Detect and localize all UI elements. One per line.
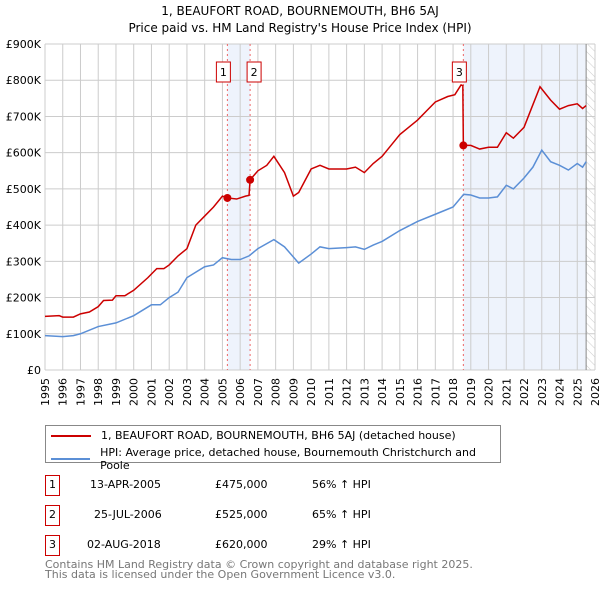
x-tick-label: 2008 (270, 378, 283, 406)
footer-line-2: This data is licensed under the Open Gov… (45, 568, 396, 581)
x-tick-label: 2002 (163, 378, 176, 406)
sale-number: 1 (45, 475, 60, 496)
y-tick-label: £200K (6, 292, 42, 305)
x-tick-label: 2010 (305, 378, 318, 406)
x-tick-label: 2013 (358, 378, 371, 406)
x-tick-label: 2018 (447, 378, 460, 406)
sale-label-box (246, 61, 262, 83)
sale-hpi: 29% ↑ HPI (312, 538, 371, 551)
table-row: 1 13-APR-2005 £475,000 56% ↑ HPI (45, 475, 445, 496)
x-tick-label: 2012 (341, 378, 354, 406)
sale-date: 25-JUL-2006 (94, 508, 162, 521)
price-chart: 1, BEAUFORT ROAD, BOURNEMOUTH, BH6 5AJ P… (6, 4, 600, 406)
chart-subtitle: Price paid vs. HM Land Registry's House … (128, 21, 471, 35)
sale-label: 1 (220, 66, 227, 79)
sale-point (223, 193, 232, 202)
shaded-region (227, 44, 251, 370)
y-tick-label: £0 (27, 364, 41, 377)
legend: 1, BEAUFORT ROAD, BOURNEMOUTH, BH6 5AJ (… (45, 425, 501, 472)
legend-label: 1, BEAUFORT ROAD, BOURNEMOUTH, BH6 5AJ (… (101, 429, 456, 442)
sale-label-box (451, 61, 467, 83)
legend-item-property: 1, BEAUFORT ROAD, BOURNEMOUTH, BH6 5AJ (… (51, 429, 456, 442)
y-tick-label: £400K (6, 219, 42, 232)
sale-number: 2 (45, 505, 60, 526)
x-tick-label: 2022 (518, 378, 531, 406)
sale-price: £475,000 (215, 478, 268, 491)
sale-hpi: 56% ↑ HPI (312, 478, 371, 491)
x-tick-label: 2014 (376, 378, 389, 406)
x-tick-label: 1996 (57, 378, 70, 406)
x-tick-label: 2011 (323, 378, 336, 406)
footer-line-1: Contains HM Land Registry data © Crown c… (45, 558, 473, 571)
x-tick-label: 1999 (110, 378, 123, 406)
forecast-hatch (586, 44, 595, 370)
series-line (44, 148, 587, 338)
x-tick-label: 2004 (199, 378, 212, 406)
x-tick-label: 2015 (394, 378, 407, 406)
x-tick-label: 2026 (589, 378, 600, 406)
sale-number: 3 (45, 535, 60, 556)
x-tick-label: 1995 (39, 378, 52, 406)
legend-swatch-red (51, 434, 91, 437)
sale-date: 02-AUG-2018 (87, 538, 161, 551)
x-tick-label: 2006 (234, 378, 247, 406)
x-tick-label: 1998 (92, 378, 105, 406)
y-tick-label: £300K (6, 255, 42, 268)
y-tick-label: £700K (6, 110, 42, 123)
x-tick-label: 2019 (465, 378, 478, 406)
legend-item-hpi: HPI: Average price, detached house, Bour… (51, 446, 500, 472)
table-row: 2 25-JUL-2006 £525,000 65% ↑ HPI (45, 505, 445, 526)
x-tick-label: 2003 (181, 378, 194, 406)
chart-title: 1, BEAUFORT ROAD, BOURNEMOUTH, BH6 5AJ (161, 4, 438, 18)
x-tick-label: 2016 (412, 378, 425, 406)
series-line (44, 83, 587, 318)
sale-point (459, 141, 468, 150)
sale-label: 3 (456, 66, 463, 79)
y-tick-label: £500K (6, 183, 42, 196)
y-tick-label: £600K (6, 147, 42, 160)
sale-price: £525,000 (215, 508, 268, 521)
x-tick-label: 2017 (429, 378, 442, 406)
sale-date: 13-APR-2005 (90, 478, 162, 491)
shaded-region (463, 44, 587, 370)
x-tick-label: 2009 (287, 378, 300, 406)
legend-label: HPI: Average price, detached house, Bour… (100, 446, 477, 472)
y-tick-label: £900K (6, 38, 42, 51)
sale-label-box (215, 61, 231, 83)
y-tick-label: £100K (6, 328, 42, 341)
sale-hpi: 65% ↑ HPI (312, 508, 371, 521)
table-row: 3 02-AUG-2018 £620,000 29% ↑ HPI (45, 535, 445, 556)
x-tick-label: 2005 (216, 378, 229, 406)
sale-price: £620,000 (215, 538, 268, 551)
x-tick-label: 2000 (128, 378, 141, 406)
x-tick-label: 2024 (554, 378, 567, 406)
footer: Contains HM Land Registry data © Crown c… (45, 558, 473, 581)
x-tick-label: 2001 (145, 378, 158, 406)
x-tick-label: 2023 (536, 378, 549, 406)
sale-point (246, 175, 255, 184)
sale-label: 2 (251, 66, 258, 79)
y-tick-label: £800K (6, 74, 42, 87)
x-tick-label: 2021 (500, 378, 513, 406)
legend-swatch-blue (51, 458, 91, 460)
x-tick-label: 2025 (571, 378, 584, 406)
x-tick-label: 2020 (483, 378, 496, 406)
x-tick-label: 1997 (74, 378, 87, 406)
x-tick-label: 2007 (252, 378, 265, 406)
